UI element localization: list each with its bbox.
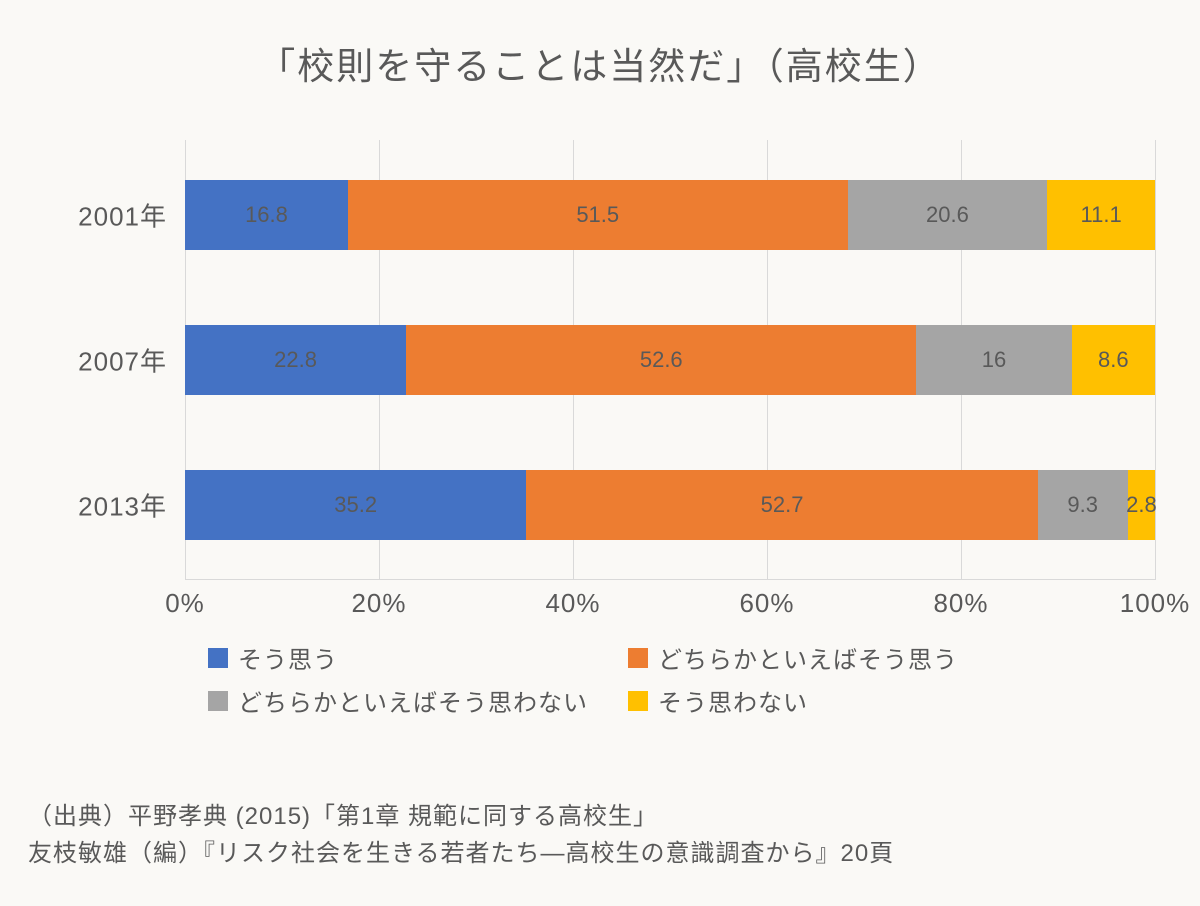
bar-row: 2007年22.852.6168.6	[185, 325, 1155, 395]
bar-segment: 16	[916, 325, 1071, 395]
bar-row: 2013年35.252.79.32.8	[185, 470, 1155, 540]
legend-item: どちらかといえばそう思う	[628, 640, 1148, 675]
legend-swatch	[208, 691, 228, 711]
x-axis: 0%20%40%60%80%100%	[185, 580, 1155, 620]
bar-segment: 2.8	[1128, 470, 1155, 540]
plot-area: 2001年16.851.520.611.12007年22.852.6168.62…	[185, 140, 1155, 620]
bar-row: 2001年16.851.520.611.1	[185, 180, 1155, 250]
x-tick-label: 0%	[165, 588, 205, 619]
x-tick-label: 80%	[933, 588, 988, 619]
legend-label: そう思う	[238, 640, 338, 675]
legend-item: そう思わない	[628, 683, 1148, 718]
legend-label: どちらかといえばそう思う	[658, 640, 958, 675]
bar-segment: 8.6	[1072, 325, 1155, 395]
legend: そう思う どちらかといえばそう思うどちらかといえばそう思わない そう思わない	[208, 640, 1160, 718]
x-tick-label: 60%	[739, 588, 794, 619]
x-tick-label: 100%	[1120, 588, 1191, 619]
bar-segment: 52.7	[526, 470, 1037, 540]
legend-label: どちらかといえばそう思わない	[238, 683, 588, 718]
legend-item: そう思う	[208, 640, 628, 675]
source-line-1: （出典）平野孝典 (2015)「第1章 規範に同する高校生」	[28, 798, 894, 835]
row-label: 2013年	[37, 487, 167, 524]
legend-label: そう思わない	[658, 683, 808, 718]
row-label: 2007年	[37, 342, 167, 379]
legend-swatch	[208, 648, 228, 668]
legend-item: どちらかといえばそう思わない	[208, 683, 628, 718]
bar-segment: 35.2	[185, 470, 526, 540]
bar-segment: 9.3	[1038, 470, 1128, 540]
legend-swatch	[628, 648, 648, 668]
stacked-bar-chart: 2001年16.851.520.611.12007年22.852.6168.62…	[45, 140, 1155, 620]
row-label: 2001年	[37, 197, 167, 234]
bar-segment: 52.6	[406, 325, 916, 395]
source-citation: （出典）平野孝典 (2015)「第1章 規範に同する高校生」 友枝敏雄（編）『リ…	[28, 798, 894, 872]
bar-segment: 22.8	[185, 325, 406, 395]
bar-segment: 51.5	[348, 180, 848, 250]
bar-segment: 20.6	[848, 180, 1048, 250]
source-line-2: 友枝敏雄（編）『リスク社会を生きる若者たち―高校生の意識調査から』20頁	[28, 835, 894, 872]
x-tick-label: 40%	[545, 588, 600, 619]
chart-title: 「校則を守ることは当然だ」（高校生）	[40, 36, 1160, 90]
x-tick-label: 20%	[351, 588, 406, 619]
bar-segment: 11.1	[1047, 180, 1155, 250]
legend-swatch	[628, 691, 648, 711]
bar-segment: 16.8	[185, 180, 348, 250]
